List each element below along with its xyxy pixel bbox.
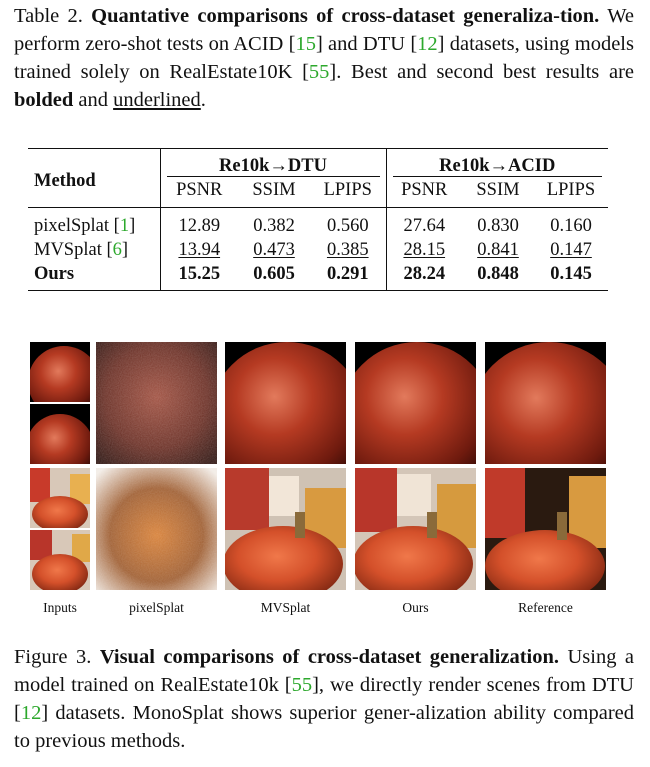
underlined-word: underlined [113, 89, 201, 111]
metric-header: SSIM [252, 179, 296, 200]
citation-link[interactable]: 15 [295, 33, 316, 55]
citation-link[interactable]: 12 [20, 702, 42, 724]
value-cell: 28.24 [385, 262, 462, 291]
citation-link[interactable]: 6 [112, 239, 122, 260]
figure-title: Visual comparisons of cross-dataset gene… [99, 646, 560, 668]
comparison-figure: Inputs pixelSplat MVSplat Ours Reference [30, 342, 612, 622]
value-cell: 0.291 [310, 262, 386, 291]
table-row: MVSplat [6] 13.94 0.473 0.385 28.15 0.84… [28, 238, 608, 262]
method-cell: Ours [28, 262, 160, 291]
input-image [30, 342, 90, 402]
value-cell: 0.848 [462, 262, 534, 291]
table-title: Quantative comparisons of cross-dataset … [91, 5, 600, 27]
value-cell: 0.841 [477, 239, 519, 260]
input-image [30, 404, 90, 464]
table-row: pixelSplat [1] 12.89 0.382 0.560 27.64 0… [28, 207, 608, 238]
value-cell: 0.473 [253, 239, 295, 260]
value-cell: 0.560 [326, 215, 369, 236]
column-label-pixelsplat: pixelSplat [129, 600, 184, 615]
value-cell: 0.605 [238, 262, 310, 291]
value-cell: 0.385 [326, 239, 369, 260]
column-label-reference: Reference [518, 600, 573, 615]
value-cell: 13.94 [178, 239, 221, 260]
method-cell: pixelSplat [1] [34, 215, 136, 236]
metric-header: LPIPS [323, 179, 372, 200]
pixelsplat-render [96, 342, 217, 464]
mvsplat-render [225, 342, 346, 464]
mvsplat-render [225, 468, 346, 590]
citation-link[interactable]: 12 [417, 33, 438, 55]
figure-label: Figure 3. [14, 646, 92, 668]
value-cell: 0.145 [534, 262, 608, 291]
input-image [30, 530, 90, 590]
metric-header: SSIM [476, 179, 520, 200]
value-cell: 27.64 [385, 207, 462, 238]
metric-header: LPIPS [546, 179, 596, 200]
value-cell: 0.382 [253, 215, 295, 236]
ours-render [355, 468, 476, 590]
figure-caption: Figure 3. Visual comparisons of cross-da… [14, 646, 635, 752]
results-table: Method Re10k→DTU Re10k→ACID PSNR SSIM LP… [28, 148, 608, 291]
table-caption: Table 2. Quantative comparisons of cross… [14, 5, 635, 111]
value-cell: 0.830 [477, 215, 519, 236]
reference-image [485, 342, 606, 464]
group-header-dtu: Re10k→DTU [159, 148, 386, 177]
value-cell: 0.160 [550, 215, 592, 236]
metric-header: PSNR [385, 177, 462, 208]
citation-link[interactable]: 55 [308, 61, 330, 83]
metric-header: PSNR [159, 177, 238, 208]
value-cell: 15.25 [159, 262, 238, 291]
value-cell: 28.15 [403, 239, 446, 260]
bolded-word: bolded [14, 89, 74, 111]
table-row: Ours 15.25 0.605 0.291 28.24 0.848 0.145 [28, 262, 608, 291]
citation-link[interactable]: 1 [119, 215, 130, 236]
method-cell: MVSplat [6] [34, 239, 129, 260]
value-cell: 0.147 [550, 239, 592, 260]
citation-link[interactable]: 55 [291, 674, 313, 696]
column-label-inputs: Inputs [43, 600, 77, 615]
table-label: Table 2. [14, 5, 83, 27]
pixelsplat-render [96, 468, 217, 590]
column-label-mvsplat: MVSplat [260, 600, 311, 615]
column-label-ours: Ours [402, 600, 429, 615]
value-cell: 12.89 [159, 207, 238, 238]
group-header-acid: Re10k→ACID [385, 148, 608, 177]
method-header: Method [28, 148, 160, 208]
ours-render [355, 342, 476, 464]
reference-image [485, 468, 606, 590]
input-image [30, 468, 90, 528]
